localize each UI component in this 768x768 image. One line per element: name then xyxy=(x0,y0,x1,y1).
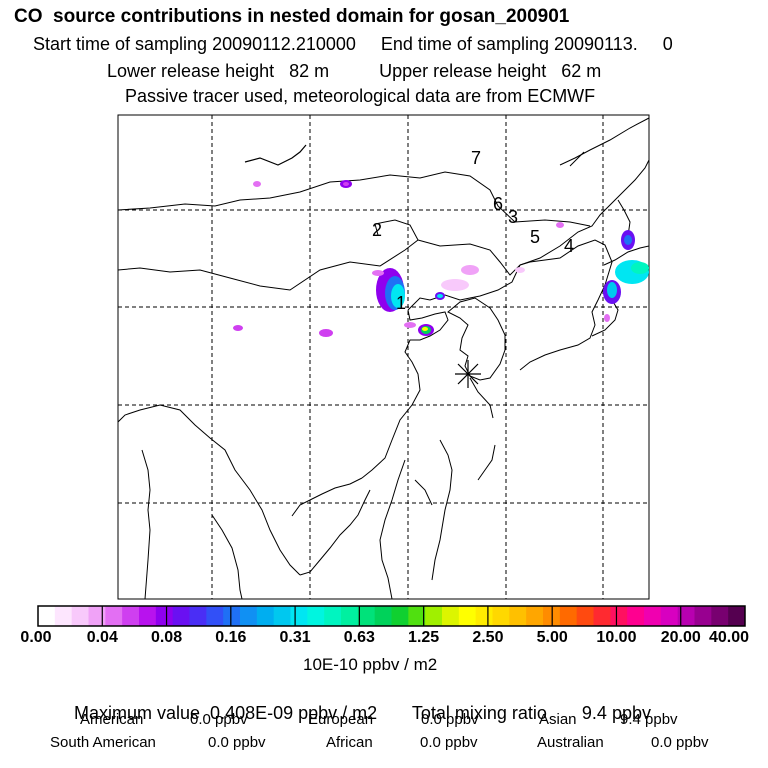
colorbar-cell xyxy=(240,606,258,626)
receptor-asterisk xyxy=(455,360,481,388)
colorbar-cell xyxy=(694,606,712,626)
colorbar-cell xyxy=(172,606,190,626)
european-label: European xyxy=(308,711,374,728)
colorbar-cell xyxy=(711,606,729,626)
colorbar-tick-label: 5.00 xyxy=(536,629,568,646)
colorbar-tick-label: 0.31 xyxy=(279,629,311,646)
colorbar-cell xyxy=(492,606,510,626)
european-value: 0.0 ppbv xyxy=(421,711,479,728)
colorbar-cell xyxy=(374,606,392,626)
south-american-value: 0.0 ppbv xyxy=(208,734,266,751)
colorbar-cell xyxy=(408,606,426,626)
colorbar-tick-label: 0.08 xyxy=(150,629,183,646)
colorbar-cell xyxy=(475,606,493,626)
release-height-line: Lower release height 82 m Upper release … xyxy=(107,61,602,81)
colorbar-cell xyxy=(526,606,544,626)
region-label-5: 5 xyxy=(530,227,540,247)
colorbar-cell xyxy=(559,606,578,626)
colorbar-cell xyxy=(54,606,73,626)
colorbar-cell xyxy=(627,606,645,626)
colorbar-tick-label: 20.00 xyxy=(660,629,701,646)
max-value-label: Maximum value 0.408E-09 ppbv / m2 xyxy=(74,703,378,723)
colorbar-cell xyxy=(189,606,207,626)
australian-value: 0.0 ppbv xyxy=(651,734,709,751)
region-label-7: 7 xyxy=(471,148,481,168)
total-mixing-ratio: Total mixing ratio 9.4 ppbv xyxy=(411,703,651,723)
region-label-4: 4 xyxy=(564,236,574,256)
region-label-1: 1 xyxy=(396,293,406,313)
african-value: 0.0 ppbv xyxy=(420,734,478,751)
colorbar-cell xyxy=(677,606,695,626)
colorbar-cell xyxy=(509,606,527,626)
colorbar-tick-label: 1.25 xyxy=(408,629,440,646)
colorbar-tick-label: 0.00 xyxy=(20,629,52,646)
asian-label: Asian xyxy=(539,711,577,728)
colorbar-cell xyxy=(155,606,174,626)
asian-value: 9.4 ppbv xyxy=(620,711,678,728)
colorbar-tick-label: 0.63 xyxy=(343,629,375,646)
colorbar-cell xyxy=(38,606,56,626)
plot-title: CO source contributions in nested domain… xyxy=(14,6,570,27)
region-label-6: 6 xyxy=(493,194,503,214)
colorbar-cell xyxy=(324,606,342,626)
colorbar-cell xyxy=(273,606,291,626)
region-label-3: 3 xyxy=(508,207,518,227)
colorbar-cell xyxy=(290,606,308,626)
colorbar-cell xyxy=(458,606,477,626)
colorbar-cell xyxy=(341,606,359,626)
south-american-label: South American xyxy=(50,734,156,751)
colorbar-cell xyxy=(357,606,376,626)
american-label: American xyxy=(80,711,144,728)
colorbar-cell xyxy=(442,606,460,626)
colorbar-cell xyxy=(122,606,140,626)
australian-label: Australian xyxy=(537,734,604,751)
colorbar-cell xyxy=(88,606,106,626)
colorbar-cell xyxy=(425,606,443,626)
colorbar-units: 10E-10 ppbv / m2 xyxy=(303,655,438,674)
colorbar-cell xyxy=(206,606,224,626)
colorbar-cell xyxy=(223,606,241,626)
lat-lon-grid xyxy=(118,115,649,599)
colorbar-cell xyxy=(593,606,611,626)
colorbar-cell xyxy=(307,606,325,626)
region-label-2: 2 xyxy=(372,220,382,240)
colorbar-tick-label: 40.00 xyxy=(708,629,750,646)
colorbar-cell xyxy=(576,606,594,626)
colorbar-cell xyxy=(728,606,746,626)
colorbar-tick-label: 0.04 xyxy=(86,629,118,646)
colorbar-cell xyxy=(644,606,662,626)
colorbar-tick-label: 2.50 xyxy=(472,629,504,646)
colorbar-frame xyxy=(37,605,746,627)
american-value: 0.0 ppbv xyxy=(190,711,248,728)
colorbar-cell xyxy=(71,606,89,626)
sampling-time-line: Start time of sampling 20090112.210000 E… xyxy=(33,34,673,54)
region-labels: 7 6 3 5 4 2 1 xyxy=(372,148,574,313)
tracer-info-line: Passive tracer used, meteorological data… xyxy=(125,86,596,106)
coastlines-borders xyxy=(118,117,649,599)
colorbar-cell xyxy=(610,606,628,626)
colorbar-cell xyxy=(660,606,679,626)
colorbar-cell xyxy=(391,606,409,626)
map-frame xyxy=(117,114,650,600)
colorbar-cell xyxy=(256,606,275,626)
tracer-plumes xyxy=(233,180,649,337)
colorbar-cell xyxy=(105,606,123,626)
african-label: African xyxy=(326,734,373,751)
colorbar-tick-label: 0.16 xyxy=(215,629,247,646)
maximum-value: Maximum value 0.408E-09 ppbv / m2 Total … xyxy=(64,686,651,722)
colorbar-tick-label: 10.00 xyxy=(596,629,637,646)
colorbar-cell xyxy=(139,606,157,626)
